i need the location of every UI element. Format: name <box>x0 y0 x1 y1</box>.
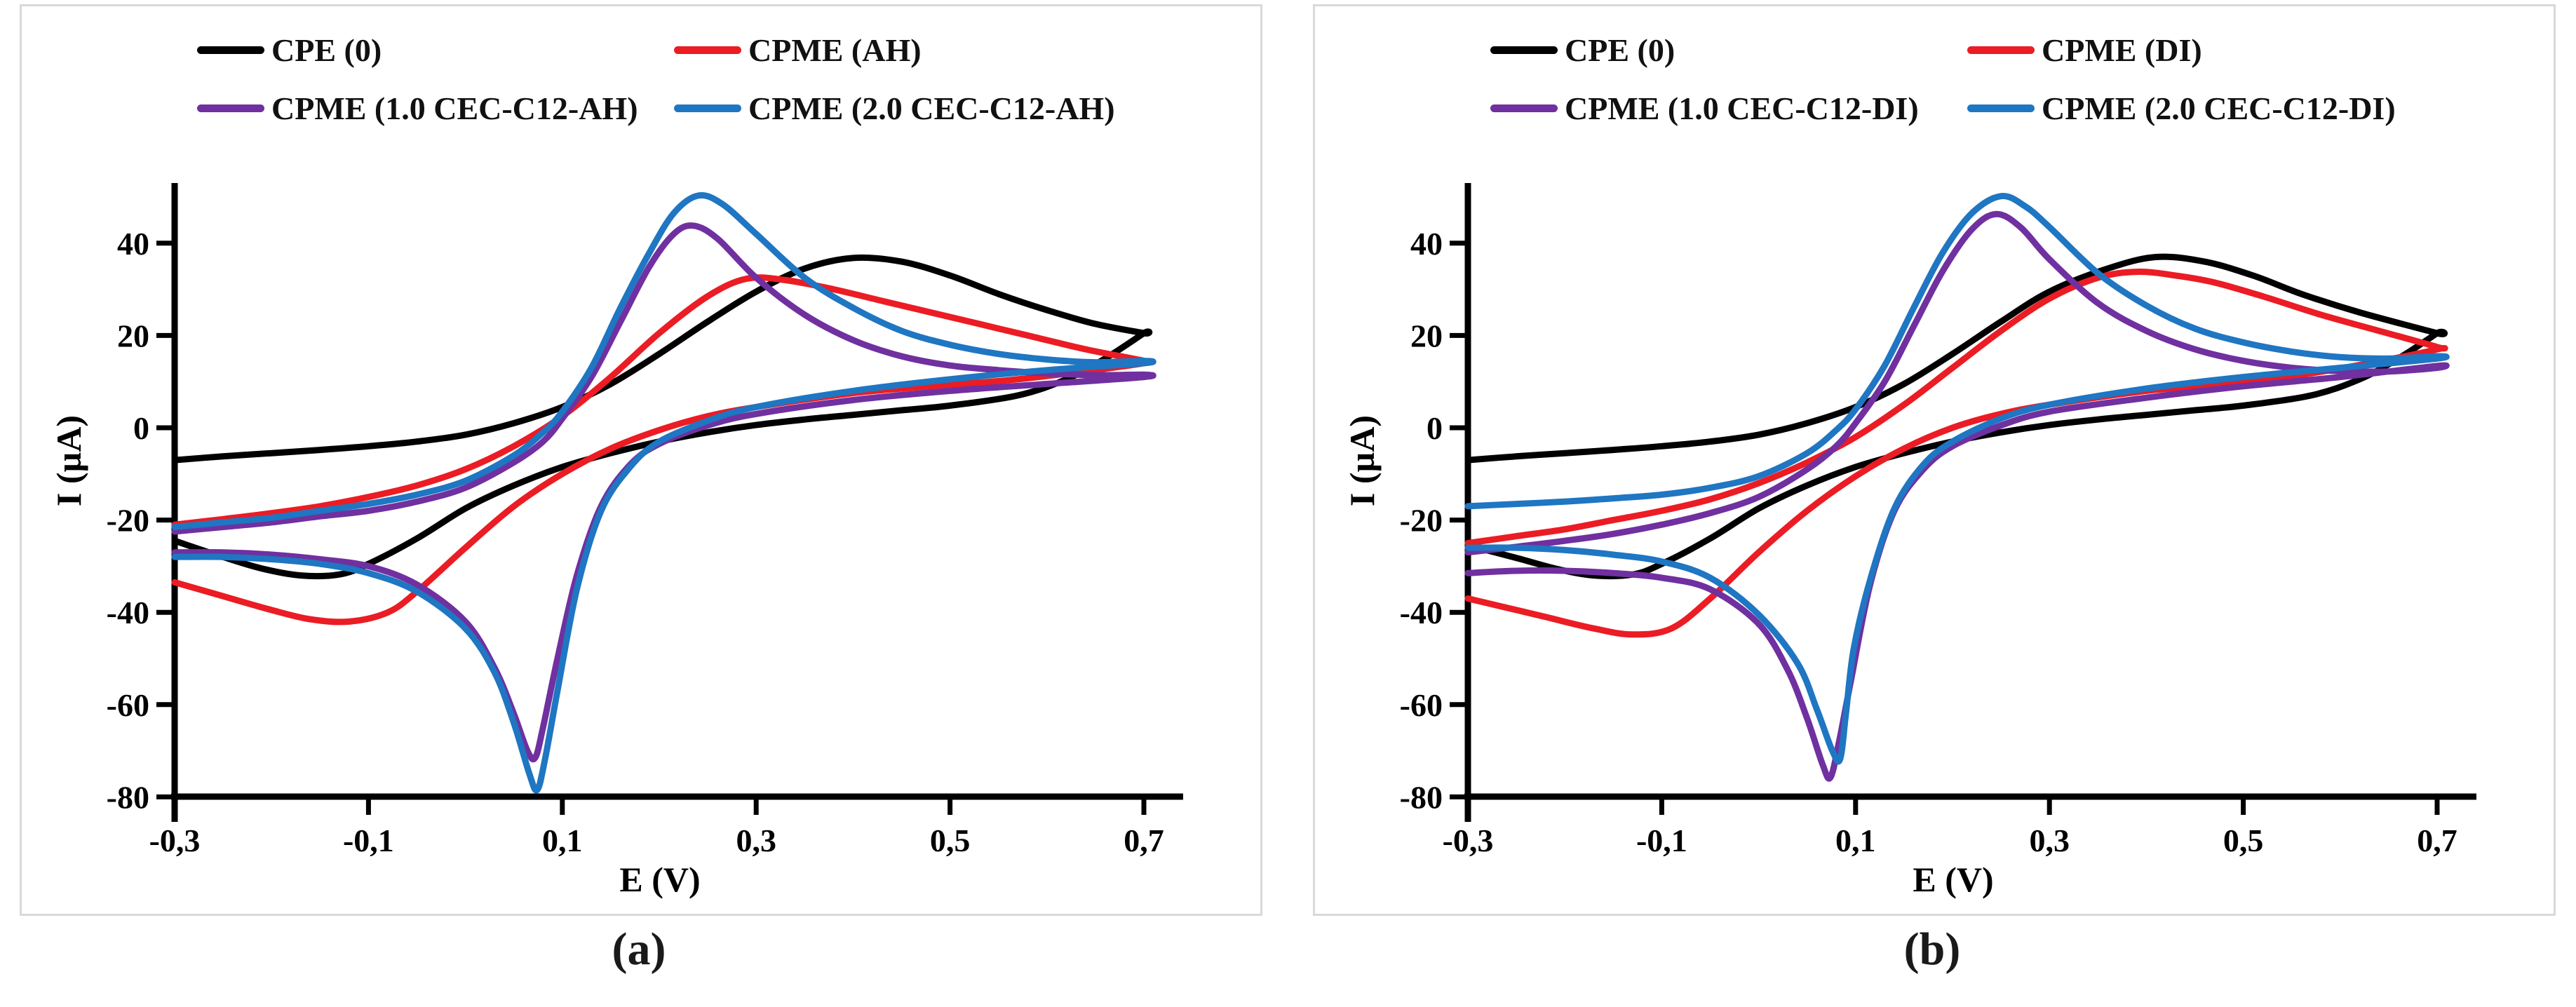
y-tick-label: 20 <box>117 318 149 353</box>
y-tick-label: 40 <box>1410 226 1443 262</box>
legend-b-column-2: CPME (DI) CPME (2.0 CEC-C12-DI) <box>1967 32 2396 127</box>
x-tick-label: 0,7 <box>2417 823 2457 858</box>
ticks: -0,3 -0,1 0,1 0,3 0,5 0,7 40 20 0 -20 -40 -60 -80 <box>1400 226 2457 858</box>
legend-item: CPME (1.0 CEC-C12-AH) <box>197 90 638 127</box>
panel-b: CPE (0) CPME (1.0 CEC-C12-DI) CPME (DI) … <box>1313 4 2556 916</box>
x-axis-title: E (V) <box>619 860 700 899</box>
legend-label: CPME (1.0 CEC-C12-AH) <box>271 90 638 126</box>
cv-curve <box>171 254 1153 580</box>
legend-label: CPME (1.0 CEC-C12-DI) <box>1565 90 1919 126</box>
legend-line-swatch <box>674 104 741 112</box>
y-tick-label: -60 <box>1400 687 1443 723</box>
curves <box>171 192 1156 794</box>
legend-item: CPME (AH) <box>674 32 1115 69</box>
x-tick-label: 0,5 <box>930 823 971 858</box>
cv-curve <box>1464 253 2448 580</box>
y-tick-label: 0 <box>1427 410 1443 446</box>
curves <box>1464 193 2450 782</box>
ticks: -0,3 -0,1 0,1 0,3 0,5 0,7 40 20 0 -20 -40 -60 -80 <box>107 226 1164 858</box>
x-tick-label: -0,1 <box>343 823 394 858</box>
legend-b-column-1: CPE (0) CPME (1.0 CEC-C12-DI) <box>1490 32 1919 127</box>
y-tick-label: -20 <box>1400 503 1443 539</box>
cv-curve <box>1464 193 2450 765</box>
legend-a-column-1: CPE (0) CPME (1.0 CEC-C12-AH) <box>197 32 638 127</box>
x-tick-label: 0,3 <box>736 823 776 858</box>
legend-line-swatch <box>1967 46 2035 54</box>
y-tick-label: -40 <box>1400 595 1443 630</box>
legend-item: CPE (0) <box>1490 32 1919 69</box>
legend-label: CPME (2.0 CEC-C12-DI) <box>2042 90 2396 126</box>
cv-curve <box>171 192 1156 794</box>
x-tick-label: -0,1 <box>1636 823 1687 858</box>
x-tick-label: 0,1 <box>1835 823 1876 858</box>
y-tick-label: 0 <box>133 410 149 446</box>
y-tick-label: -60 <box>107 687 149 723</box>
x-tick-label: 0,1 <box>542 823 583 858</box>
y-axis-title: I (µA) <box>1342 415 1382 506</box>
legend-line-swatch <box>674 46 741 54</box>
legend-item: CPME (2.0 CEC-C12-DI) <box>1967 90 2396 127</box>
panel-a: CPE (0) CPME (1.0 CEC-C12-AH) CPME (AH) … <box>20 4 1262 916</box>
y-tick-label: 40 <box>117 226 149 262</box>
y-axis-title: I (µA) <box>49 415 88 506</box>
legend-line-swatch <box>1967 104 2035 112</box>
legend-label: CPME (DI) <box>2042 32 2202 68</box>
legend-label: CPE (0) <box>271 32 382 68</box>
legend-line-swatch <box>197 46 264 54</box>
legend-line-swatch <box>1490 104 1558 112</box>
legend-label: CPME (2.0 CEC-C12-AH) <box>748 90 1115 126</box>
legend-item: CPME (DI) <box>1967 32 2396 69</box>
x-axis-title: E (V) <box>1913 860 1993 899</box>
x-tick-label: 0,3 <box>2029 823 2070 858</box>
y-tick-label: 20 <box>1410 318 1443 353</box>
panel-a-caption: (a) <box>612 924 666 975</box>
legend-item: CPME (1.0 CEC-C12-DI) <box>1490 90 1919 127</box>
cv-curve <box>1464 269 2448 638</box>
legend-item: CPE (0) <box>197 32 638 69</box>
y-tick-label: -40 <box>107 595 149 630</box>
cv-plot-b: -0,3 -0,1 0,1 0,3 0,5 0,7 40 20 0 -20 -40 -60 -80 E … <box>1342 183 2476 899</box>
legend-line-swatch <box>197 104 264 112</box>
cv-curve <box>171 222 1156 763</box>
legend-label: CPE (0) <box>1565 32 1675 68</box>
x-tick-label: -0,3 <box>149 823 201 858</box>
y-tick-label: -80 <box>107 779 149 815</box>
cv-curve <box>1464 210 2450 782</box>
y-tick-label: -80 <box>1400 779 1443 815</box>
axes <box>171 183 1183 822</box>
panel-b-caption: (b) <box>1903 924 1961 975</box>
x-tick-label: 0,7 <box>1124 823 1164 858</box>
legend-item: CPME (2.0 CEC-C12-AH) <box>674 90 1115 127</box>
legend-a-column-2: CPME (AH) CPME (2.0 CEC-C12-AH) <box>674 32 1115 127</box>
y-tick-label: -20 <box>107 503 149 539</box>
legend-label: CPME (AH) <box>748 32 922 68</box>
x-tick-label: 0,5 <box>2223 823 2264 858</box>
axes <box>1464 183 2476 822</box>
legend-line-swatch <box>1490 46 1558 54</box>
cv-plot-a: -0,3 -0,1 0,1 0,3 0,5 0,7 40 20 0 -20 -40 -60 -80 E … <box>49 183 1183 899</box>
x-tick-label: -0,3 <box>1443 823 1494 858</box>
